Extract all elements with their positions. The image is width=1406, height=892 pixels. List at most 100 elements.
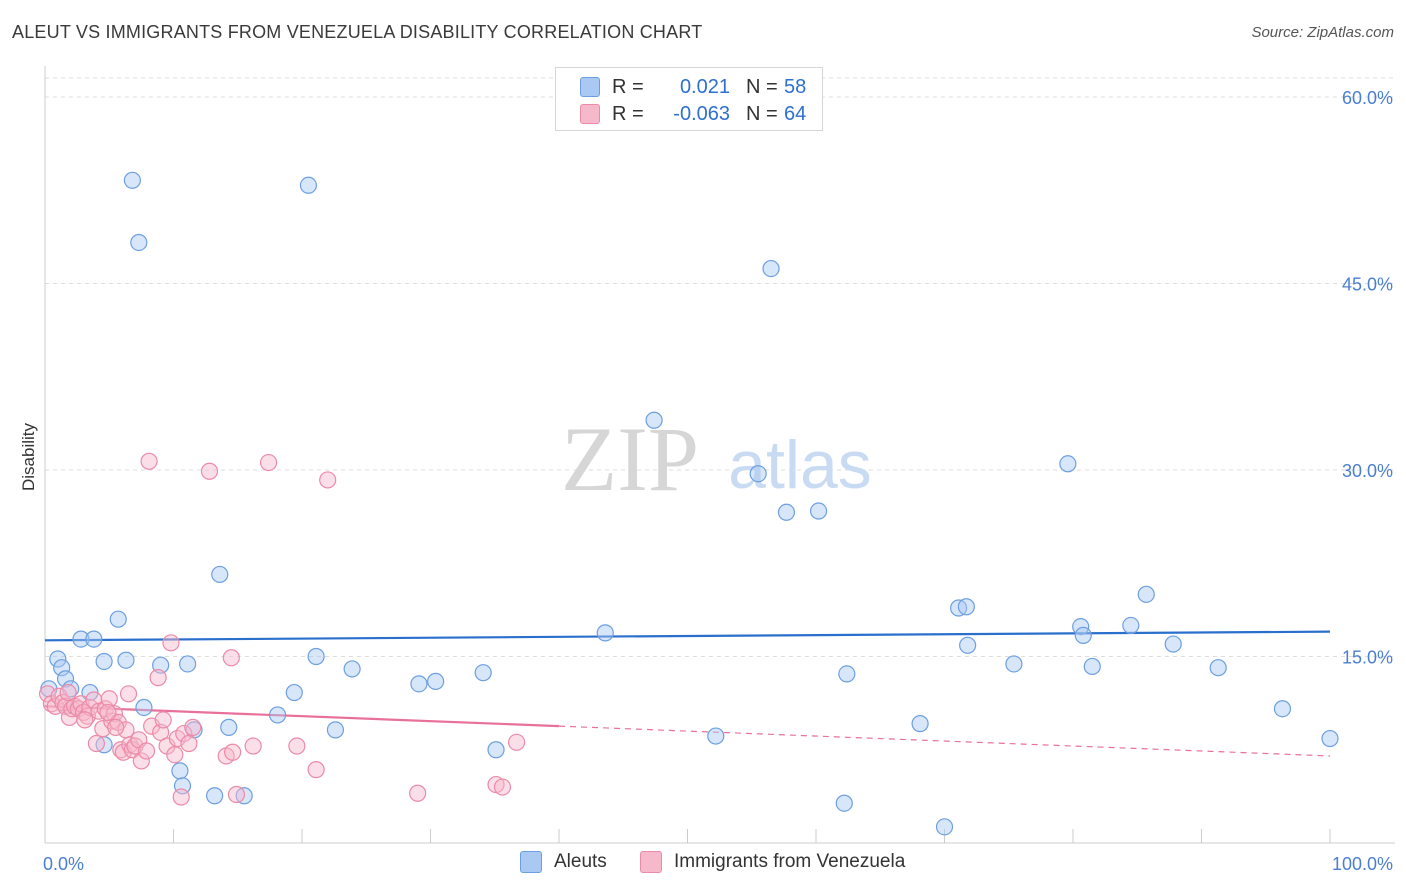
r-label: R = [612, 102, 644, 125]
aleut-point [474, 664, 492, 682]
aleut-point [1122, 616, 1140, 635]
aleut-point [1074, 626, 1092, 644]
aleut-point [838, 665, 856, 683]
data-points [38, 171, 1339, 836]
watermark-atlas: atlas [728, 427, 872, 503]
x-tick-label-min: 0.0% [43, 854, 84, 874]
axes [44, 66, 1395, 844]
r-label: R = [612, 75, 644, 98]
aleut-point [957, 598, 975, 616]
aleut-point [56, 670, 75, 688]
aleut-point [707, 727, 725, 745]
aleut-point [171, 762, 189, 780]
y-tick-label: 45.0% [1342, 275, 1393, 295]
tick-labels: 15.0% 30.0% 45.0% 60.0% 0.0% 100.0% [43, 88, 1393, 874]
r-value: 0.021 [679, 75, 730, 98]
aleut-point [1137, 585, 1155, 603]
aleut-point [959, 636, 977, 654]
venezuela-point [59, 683, 77, 702]
aleut-point [95, 652, 113, 671]
venezuela-trend-extension [558, 725, 1331, 757]
venezuela-point [319, 471, 337, 489]
venezuela-point [288, 737, 306, 755]
aleut-point [1005, 655, 1023, 673]
aleut-point [645, 411, 663, 429]
aleut-point [1209, 659, 1227, 677]
venezuela-point [224, 743, 242, 761]
aleut-point [410, 675, 428, 693]
venezuela-point [244, 737, 262, 755]
aleut-point [206, 787, 224, 805]
venezuela-point [172, 788, 190, 806]
trend-lines [44, 630, 1331, 757]
venezuela-point [409, 784, 427, 802]
venezuela-legend-swatch [640, 851, 662, 873]
venezuela-point [100, 690, 118, 708]
legend-label: Immigrants from Venezuela [674, 851, 906, 872]
stats-row-venezuela: R = -0.063 N = 64 [580, 101, 806, 127]
aleut-point [85, 630, 103, 648]
chart-title: ALEUT VS IMMIGRANTS FROM VENEZUELA DISAB… [12, 22, 703, 42]
legend-label: Aleuts [554, 851, 607, 872]
aleut-point [835, 794, 853, 812]
venezuela-point [166, 746, 184, 764]
aleut-point [749, 465, 767, 483]
aleut-point [135, 698, 153, 717]
venezuela-point [162, 634, 180, 652]
aleut-point [596, 624, 614, 642]
aleut-point [179, 655, 197, 673]
aleut-point [809, 502, 828, 520]
aleut-point [762, 259, 780, 278]
stats-legend: R = 0.021 N = 58 R = -0.063 N = 64 [555, 67, 823, 131]
y-tick-label: 60.0% [1342, 88, 1393, 108]
aleut-point [1273, 700, 1292, 718]
venezuela-point [184, 718, 202, 736]
aleut-point [777, 503, 796, 521]
venezuela-point [507, 733, 526, 751]
legend-item-venezuela[interactable]: Immigrants from Venezuela [640, 851, 905, 873]
aleut-point [268, 706, 287, 724]
n-label: N = [746, 75, 778, 98]
venezuela-point [107, 718, 125, 736]
series-legend: Aleuts Immigrants from Venezuela [0, 851, 1406, 879]
grid-lines [45, 77, 1395, 657]
venezuela-trend-line [44, 705, 560, 728]
aleut-point [911, 715, 929, 733]
venezuela-point [76, 711, 94, 729]
venezuela-swatch [580, 104, 600, 124]
venezuela-point [140, 452, 158, 470]
aleut-point [1083, 657, 1101, 676]
aleut-point [326, 721, 345, 739]
watermark-zip: ZIP [561, 408, 699, 510]
venezuela-point [154, 711, 172, 729]
y-tick-label: 15.0% [1342, 648, 1393, 668]
venezuela-point [307, 761, 325, 779]
venezuela-point [137, 742, 156, 760]
aleut-point [117, 651, 135, 669]
venezuela-point [105, 705, 123, 723]
aleut-point [427, 672, 445, 690]
venezuela-point [222, 649, 240, 667]
aleut-point [285, 683, 303, 702]
aleut-point [123, 171, 141, 189]
y-tick-label: 30.0% [1342, 461, 1393, 481]
aleut-point [109, 610, 127, 628]
venezuela-point [227, 785, 246, 804]
aleuts-swatch [580, 77, 600, 97]
stats-row-aleuts: R = 0.021 N = 58 [580, 74, 806, 100]
venezuela-point [132, 752, 150, 770]
aleut-trend-line [44, 630, 1331, 642]
r-value: -0.063 [673, 102, 730, 125]
aleut-point [49, 650, 67, 668]
aleut-point [130, 233, 148, 252]
venezuela-point [87, 734, 106, 753]
x-tick-label-max: 100.0% [1332, 854, 1393, 874]
aleut-point [72, 630, 90, 648]
aleut-point [1164, 635, 1182, 653]
venezuela-point [175, 724, 193, 743]
aleut-point [220, 718, 238, 736]
aleut-point [1059, 455, 1077, 473]
legend-item-aleuts[interactable]: Aleuts [520, 851, 607, 873]
venezuela-point [180, 734, 198, 753]
